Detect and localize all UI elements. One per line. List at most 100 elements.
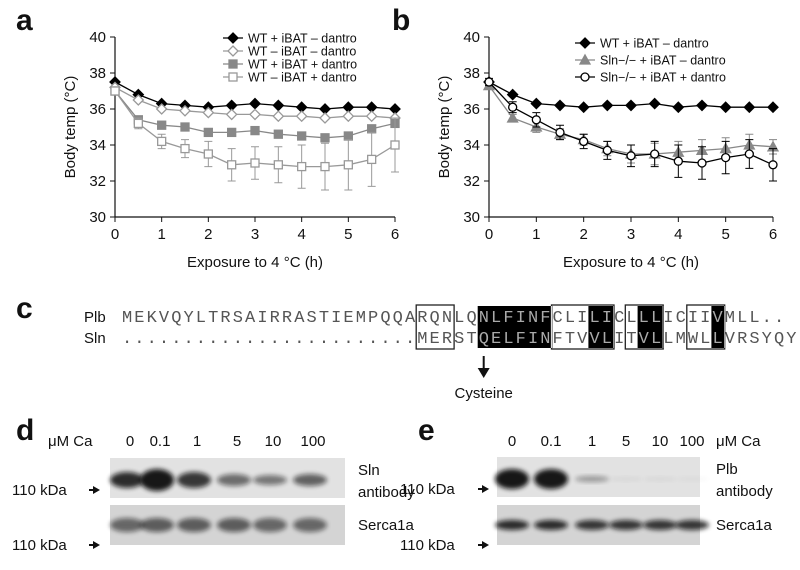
marker bbox=[227, 127, 237, 138]
y-axis-label: Body temp (°C) bbox=[62, 76, 79, 179]
marker bbox=[250, 125, 260, 136]
marker bbox=[297, 131, 307, 141]
x-tick-label: 3 bbox=[627, 226, 635, 243]
concentration: 10 bbox=[265, 433, 282, 450]
size-arrow bbox=[478, 541, 489, 549]
marker bbox=[673, 156, 683, 166]
band bbox=[675, 477, 709, 481]
x-tick-label: 5 bbox=[344, 226, 352, 243]
band bbox=[495, 469, 529, 489]
marker bbox=[227, 160, 237, 170]
marker bbox=[601, 99, 614, 112]
size-marker: 110 kDa bbox=[400, 537, 455, 554]
band bbox=[609, 477, 643, 481]
arrow-head bbox=[477, 368, 490, 378]
x-tick-label: 4 bbox=[674, 226, 682, 243]
band bbox=[534, 469, 568, 489]
marker bbox=[767, 101, 779, 114]
x-tick-label: 1 bbox=[157, 226, 165, 243]
annotation: Cysteine bbox=[455, 385, 513, 402]
marker bbox=[157, 136, 167, 147]
x-tick-label: 5 bbox=[721, 226, 729, 243]
row-name: Plb bbox=[84, 309, 106, 326]
marker bbox=[531, 115, 541, 125]
concentration: 0 bbox=[508, 433, 516, 450]
y-tick-label: 32 bbox=[89, 173, 106, 190]
band bbox=[253, 518, 287, 532]
y-tick-label: 40 bbox=[89, 29, 106, 46]
marker bbox=[555, 127, 565, 138]
legend-marker bbox=[228, 59, 238, 69]
y-tick-label: 32 bbox=[463, 173, 480, 190]
marker bbox=[744, 149, 754, 159]
marker bbox=[225, 108, 238, 121]
band bbox=[575, 476, 609, 482]
marker bbox=[179, 104, 191, 117]
x-tick-label: 1 bbox=[532, 226, 540, 243]
size-marker: 110 kDa bbox=[12, 482, 67, 499]
x-tick-label: 2 bbox=[204, 226, 212, 243]
marker bbox=[249, 97, 261, 110]
marker bbox=[342, 110, 355, 123]
marker bbox=[180, 143, 190, 154]
marker bbox=[133, 118, 143, 129]
identity-box bbox=[477, 306, 553, 348]
row-name: Sln bbox=[84, 330, 106, 347]
marker bbox=[343, 160, 353, 170]
marker bbox=[367, 124, 377, 134]
legend-label: WT – iBAT + dantro bbox=[248, 71, 357, 85]
y-tick-label: 34 bbox=[89, 137, 106, 154]
marker bbox=[203, 149, 213, 159]
marker bbox=[554, 99, 566, 112]
band bbox=[534, 520, 568, 530]
marker bbox=[203, 127, 213, 138]
series-line bbox=[488, 85, 774, 155]
marker bbox=[743, 101, 756, 114]
x-tick-label: 0 bbox=[485, 226, 493, 243]
y-tick-label: 38 bbox=[89, 65, 106, 82]
size-marker: 110 kDa bbox=[400, 481, 455, 498]
x-tick-label: 4 bbox=[297, 226, 305, 243]
marker bbox=[155, 103, 168, 115]
concentration: 100 bbox=[300, 433, 325, 450]
marker bbox=[650, 149, 660, 159]
marker bbox=[579, 136, 589, 147]
panel-label: b bbox=[392, 4, 410, 37]
x-tick-label: 2 bbox=[579, 226, 587, 243]
legend-label: Sln−/− + iBAT + dantro bbox=[600, 71, 726, 85]
y-tick-label: 40 bbox=[463, 29, 480, 46]
legend-label: WT + iBAT + dantro bbox=[248, 58, 357, 72]
marker bbox=[250, 158, 260, 168]
marker bbox=[768, 160, 778, 170]
concentration: 1 bbox=[193, 433, 201, 450]
y-tick-label: 34 bbox=[463, 137, 480, 154]
marker bbox=[506, 111, 519, 123]
y-tick-label: 30 bbox=[89, 209, 106, 226]
legend-label: Sln−/− + iBAT – dantro bbox=[600, 54, 726, 68]
band bbox=[140, 469, 174, 491]
panel-label: e bbox=[418, 414, 435, 447]
y-tick-label: 36 bbox=[463, 101, 480, 118]
antibody-label: Serca1a bbox=[716, 517, 773, 534]
marker bbox=[696, 99, 708, 112]
identity-box bbox=[637, 306, 664, 348]
legend-label: WT + iBAT – dantro bbox=[600, 37, 709, 51]
marker bbox=[530, 97, 543, 110]
marker bbox=[506, 88, 519, 101]
marker bbox=[602, 145, 612, 156]
marker bbox=[319, 112, 331, 124]
x-tick-label: 3 bbox=[251, 226, 259, 243]
band bbox=[293, 518, 327, 532]
marker bbox=[721, 152, 731, 163]
antibody-label: Serca1a bbox=[358, 517, 415, 534]
band bbox=[110, 518, 144, 532]
marker bbox=[365, 110, 378, 123]
legend-marker bbox=[227, 32, 239, 44]
concentration: 0 bbox=[126, 433, 134, 450]
band bbox=[217, 518, 251, 532]
panel-label: a bbox=[16, 4, 33, 37]
concentration: 5 bbox=[233, 433, 241, 450]
legend-marker bbox=[579, 37, 591, 49]
